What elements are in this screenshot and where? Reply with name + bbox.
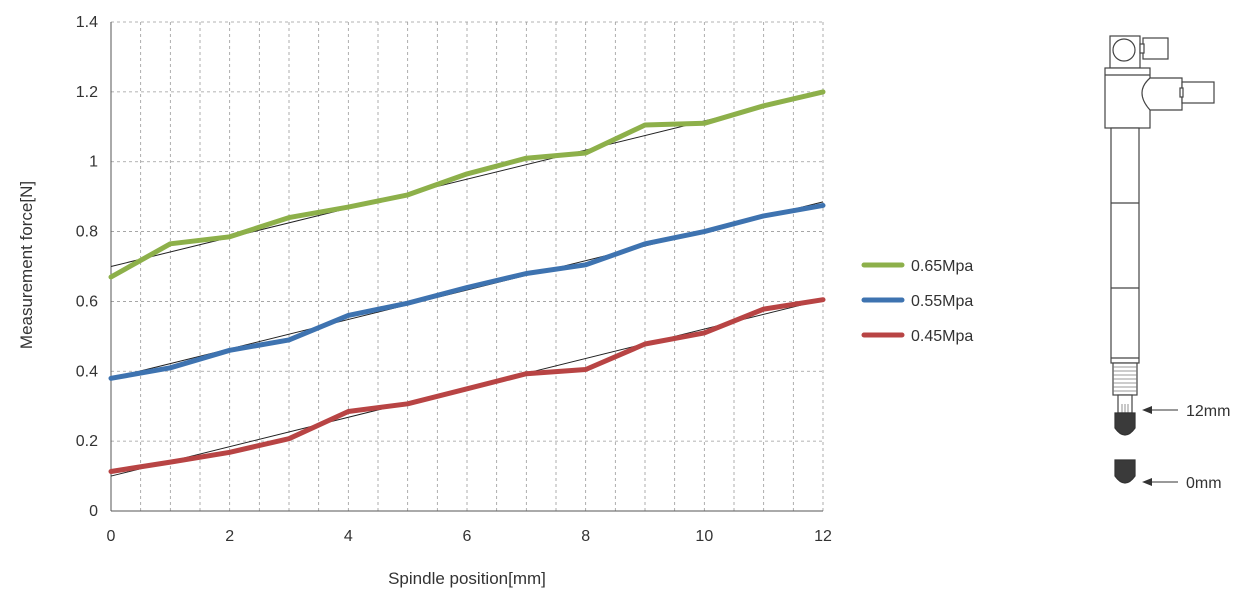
y-tick-label: 0.8 xyxy=(76,224,98,241)
y-tick-label: 1.4 xyxy=(76,14,98,31)
thread-lines xyxy=(1113,366,1137,392)
elbow-joint xyxy=(1141,77,1183,111)
callout-0mm-arrowhead xyxy=(1142,478,1152,486)
callout-12mm-label: 12mm xyxy=(1186,403,1230,420)
series-line-045 xyxy=(108,297,826,474)
top-side-connector xyxy=(1139,43,1145,54)
stem-grip-lines xyxy=(1121,404,1129,413)
y-tick-label: 1 xyxy=(89,154,98,171)
spindle-body xyxy=(1110,127,1140,364)
series-lines xyxy=(108,89,826,474)
side-connector xyxy=(1179,87,1184,98)
x-tick-label: 12 xyxy=(814,528,832,545)
callout-0mm-label: 0mm xyxy=(1186,475,1222,492)
callout-12mm-arrowhead xyxy=(1142,406,1152,414)
x-tick-label: 8 xyxy=(581,528,590,545)
y-tick-label: 0.6 xyxy=(76,293,98,310)
legend-label-055: 0.55Mpa xyxy=(911,293,973,310)
x-tick-label: 0 xyxy=(107,528,116,545)
x-tick-label: 4 xyxy=(344,528,353,545)
series-line-065 xyxy=(108,89,826,280)
y-tick-label: 0 xyxy=(89,503,98,520)
y-axis-title: Measurement force[N] xyxy=(17,181,36,349)
top-knob-icon xyxy=(1112,38,1136,62)
contact-tip-12mm xyxy=(1114,412,1136,436)
callout-0mm: 0mm xyxy=(1142,475,1222,492)
contact-tip-0mm xyxy=(1114,459,1136,484)
tick-labels: 0 0.2 0.4 0.6 0.8 1 1.2 1.4 0 2 4 6 8 10 12 xyxy=(76,14,832,545)
x-tick-label: 6 xyxy=(463,528,472,545)
grid xyxy=(111,21,824,511)
side-plug xyxy=(1181,81,1215,104)
y-tick-label: 0.4 xyxy=(76,363,98,380)
series-line-055 xyxy=(108,202,826,381)
y-tick-label: 0.2 xyxy=(76,433,98,450)
callout-12mm: 12mm xyxy=(1142,403,1230,420)
legend-label-045: 0.45Mpa xyxy=(911,328,973,345)
x-tick-label: 10 xyxy=(695,528,713,545)
legend-label-065: 0.65Mpa xyxy=(911,258,973,275)
top-side-plug xyxy=(1142,37,1169,60)
x-axis-title: Spindle position[mm] xyxy=(388,569,546,588)
micrometer-diagram xyxy=(1104,35,1215,484)
legend: 0.65Mpa 0.55Mpa 0.45Mpa xyxy=(861,258,973,345)
y-tick-label: 1.2 xyxy=(76,84,98,101)
x-tick-label: 2 xyxy=(225,528,234,545)
